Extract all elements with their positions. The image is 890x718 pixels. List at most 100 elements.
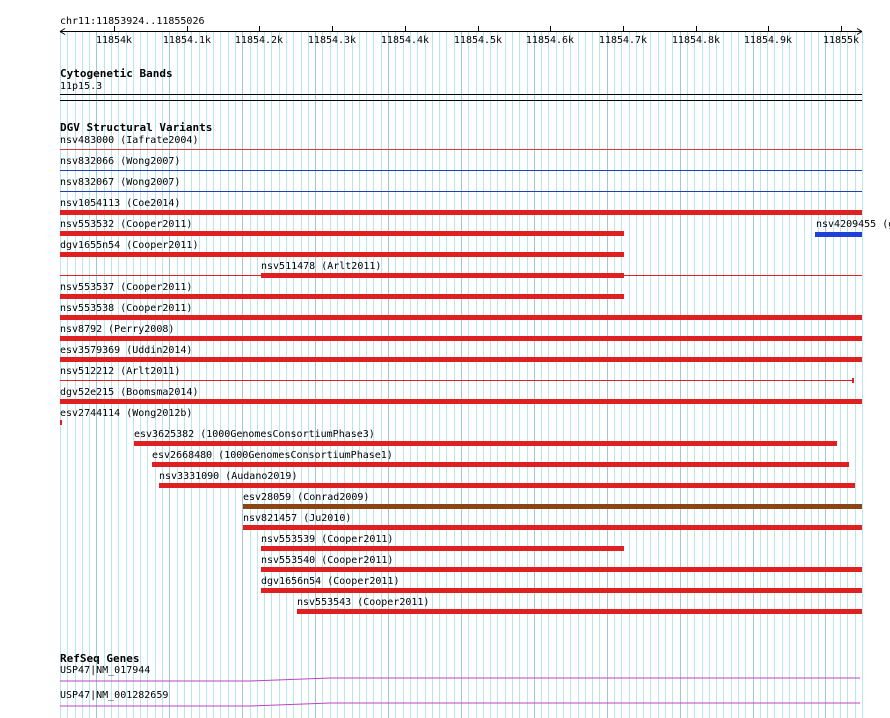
dgv-feature-label: esv3625382 (1000GenomesConsortiumPhase3) <box>134 429 375 440</box>
ruler-tick <box>478 26 479 32</box>
grid-line <box>417 32 418 718</box>
dgv-feature-label: nsv821457 (Ju2010) <box>243 513 352 524</box>
grid-line <box>519 32 520 718</box>
ruler-tick <box>841 26 842 32</box>
dgv-feature-bar[interactable] <box>60 399 862 404</box>
ruler-tick <box>259 26 260 32</box>
dgv-feature-bar[interactable] <box>60 294 624 299</box>
dgv-feature-bar[interactable] <box>152 462 849 467</box>
dgv-feature-cap[interactable] <box>60 420 62 425</box>
grid-line <box>607 32 608 718</box>
grid-line <box>352 32 353 718</box>
dgv-extra-label: nsv4209455 (g <box>816 219 890 230</box>
grid-line <box>308 32 309 718</box>
dgv-feature-bar[interactable] <box>261 546 624 551</box>
dgv-feature-label: nsv832066 (Wong2007) <box>60 156 181 167</box>
dgv-feature-label: nsv483000 (Iafrate2004) <box>60 135 199 146</box>
grid-line <box>140 32 141 718</box>
grid-line <box>330 32 331 718</box>
grid-line <box>293 32 294 718</box>
grid-line <box>250 32 251 718</box>
dgv-feature-bar[interactable] <box>60 210 862 215</box>
grid-line <box>388 32 389 718</box>
ruler-tick <box>405 26 406 32</box>
dgv-feature-bar[interactable] <box>243 504 862 509</box>
grid-line <box>454 32 455 718</box>
grid-line <box>476 32 477 718</box>
grid-line <box>177 32 178 718</box>
grid-line <box>745 32 746 718</box>
refseq-track-title: RefSeq Genes <box>60 652 140 665</box>
dgv-feature-label: nsv553532 (Cooper2011) <box>60 219 193 230</box>
grid-line <box>169 32 170 718</box>
grid-line <box>228 32 229 718</box>
grid-line <box>96 32 97 718</box>
grid-line <box>147 32 148 718</box>
grid-line <box>833 32 834 718</box>
grid-line <box>373 32 374 718</box>
grid-line <box>804 32 805 718</box>
ruler-tick-label: 11854.2k <box>234 35 284 46</box>
grid-line <box>665 32 666 718</box>
grid-line <box>439 32 440 718</box>
grid-line <box>825 32 826 718</box>
dgv-feature-bar[interactable] <box>261 588 862 593</box>
grid-line <box>344 32 345 718</box>
dgv-feature-bar[interactable] <box>60 357 862 362</box>
grid-line <box>548 32 549 718</box>
grid-line <box>89 32 90 718</box>
dgv-feature-bar[interactable] <box>261 273 624 278</box>
grid-line <box>760 32 761 718</box>
gene-label-2: USP47|NM_001282659 <box>60 690 169 701</box>
dgv-feature-cap[interactable] <box>852 378 854 383</box>
grid-line <box>592 32 593 718</box>
grid-line <box>570 32 571 718</box>
dgv-feature-label: nsv3331090 (Audano2019) <box>159 471 298 482</box>
dgv-feature-bar[interactable] <box>243 525 862 530</box>
dgv-feature-bar[interactable] <box>297 609 862 614</box>
grid-line <box>811 32 812 718</box>
dgv-extra-feature[interactable] <box>815 232 862 237</box>
grid-line <box>694 32 695 718</box>
ruler-tick <box>187 26 188 32</box>
dgv-feature-bar[interactable] <box>60 252 624 257</box>
dgv-feature-label: esv2744114 (Wong2012b) <box>60 408 193 419</box>
cytoband-bar[interactable] <box>60 94 862 95</box>
grid-line <box>60 32 61 718</box>
grid-line <box>541 32 542 718</box>
grid-line <box>126 32 127 718</box>
grid-line <box>206 32 207 718</box>
grid-line <box>702 32 703 718</box>
grid-line <box>796 32 797 718</box>
cytoband-track-title: Cytogenetic Bands <box>60 67 173 80</box>
dgv-feature-line[interactable] <box>60 170 862 171</box>
dgv-feature-bar[interactable] <box>261 567 862 572</box>
grid-line <box>220 32 221 718</box>
dgv-feature-label: nsv832067 (Wong2007) <box>60 177 181 188</box>
grid-line <box>687 32 688 718</box>
grid-line <box>534 32 535 718</box>
dgv-feature-label: dgv52e215 (Boomsma2014) <box>60 387 199 398</box>
dgv-feature-bar[interactable] <box>60 336 862 341</box>
ruler-tick-label: 11855k <box>822 35 860 46</box>
dgv-feature-line[interactable] <box>60 191 862 192</box>
dgv-feature-bar[interactable] <box>60 315 862 320</box>
grid-line <box>855 32 856 718</box>
grid-line <box>658 32 659 718</box>
grid-line <box>461 32 462 718</box>
grid-line <box>731 32 732 718</box>
grid-line <box>403 32 404 718</box>
dgv-feature-label: nsv511478 (Arlt2011) <box>261 261 382 272</box>
dgv-feature-bar[interactable] <box>159 483 855 488</box>
dgv-feature-line[interactable] <box>60 380 852 381</box>
dgv-feature-bar[interactable] <box>134 441 837 446</box>
dgv-feature-label: esv3579369 (Uddin2014) <box>60 345 193 356</box>
dgv-feature-line[interactable] <box>60 149 862 150</box>
grid-line <box>286 32 287 718</box>
grid-line <box>709 32 710 718</box>
dgv-feature-bar[interactable] <box>60 231 624 236</box>
grid-line <box>279 32 280 718</box>
grid-line <box>446 32 447 718</box>
grid-line <box>264 32 265 718</box>
